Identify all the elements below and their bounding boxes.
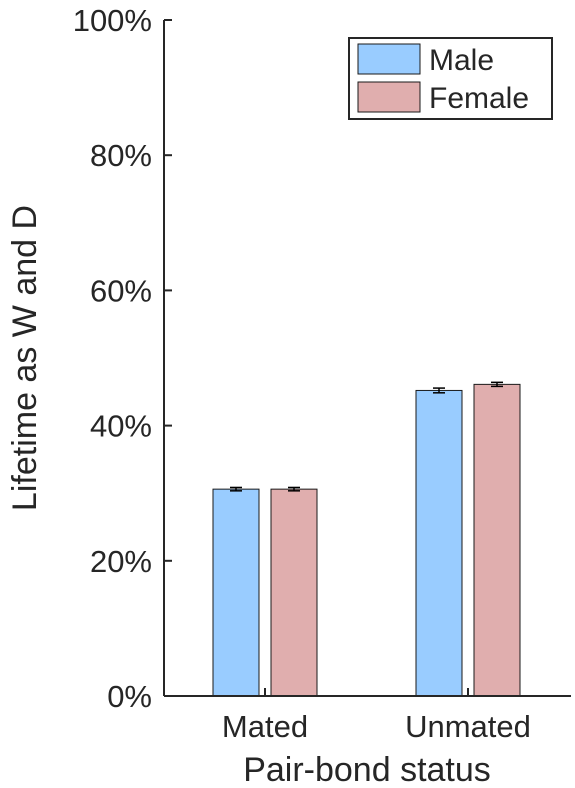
bar-female-mated bbox=[270, 488, 318, 697]
x-tick-label-unmated: Unmated bbox=[405, 709, 531, 744]
legend-swatch-male bbox=[357, 43, 421, 75]
bar-male-mated bbox=[212, 488, 260, 697]
legend-label-male: Male bbox=[429, 44, 494, 77]
y-tick-label: 60% bbox=[90, 273, 152, 308]
x-ticks: Mated Unmated bbox=[222, 688, 531, 744]
legend-label-female: Female bbox=[429, 82, 529, 115]
y-tick-label: 0% bbox=[107, 679, 152, 714]
y-tick-label: 80% bbox=[90, 138, 152, 173]
bar-male-unmated bbox=[415, 389, 463, 697]
bar-female-unmated bbox=[473, 383, 521, 697]
y-tick-label: 20% bbox=[90, 544, 152, 579]
y-tick-label: 40% bbox=[90, 409, 152, 444]
x-tick-label-mated: Mated bbox=[222, 709, 308, 744]
y-tick-label: 100% bbox=[73, 3, 152, 38]
y-ticks: 0% 20% 40% 60% 80% 100% bbox=[73, 3, 172, 714]
legend-swatch-female bbox=[357, 81, 421, 113]
errorbars-layer bbox=[230, 381, 503, 492]
legend: Male Female bbox=[348, 37, 553, 120]
y-axis-title: Lifetime as W and D bbox=[6, 205, 44, 511]
x-axis-title: Pair-bond status bbox=[243, 751, 491, 788]
bars-layer bbox=[212, 383, 521, 697]
